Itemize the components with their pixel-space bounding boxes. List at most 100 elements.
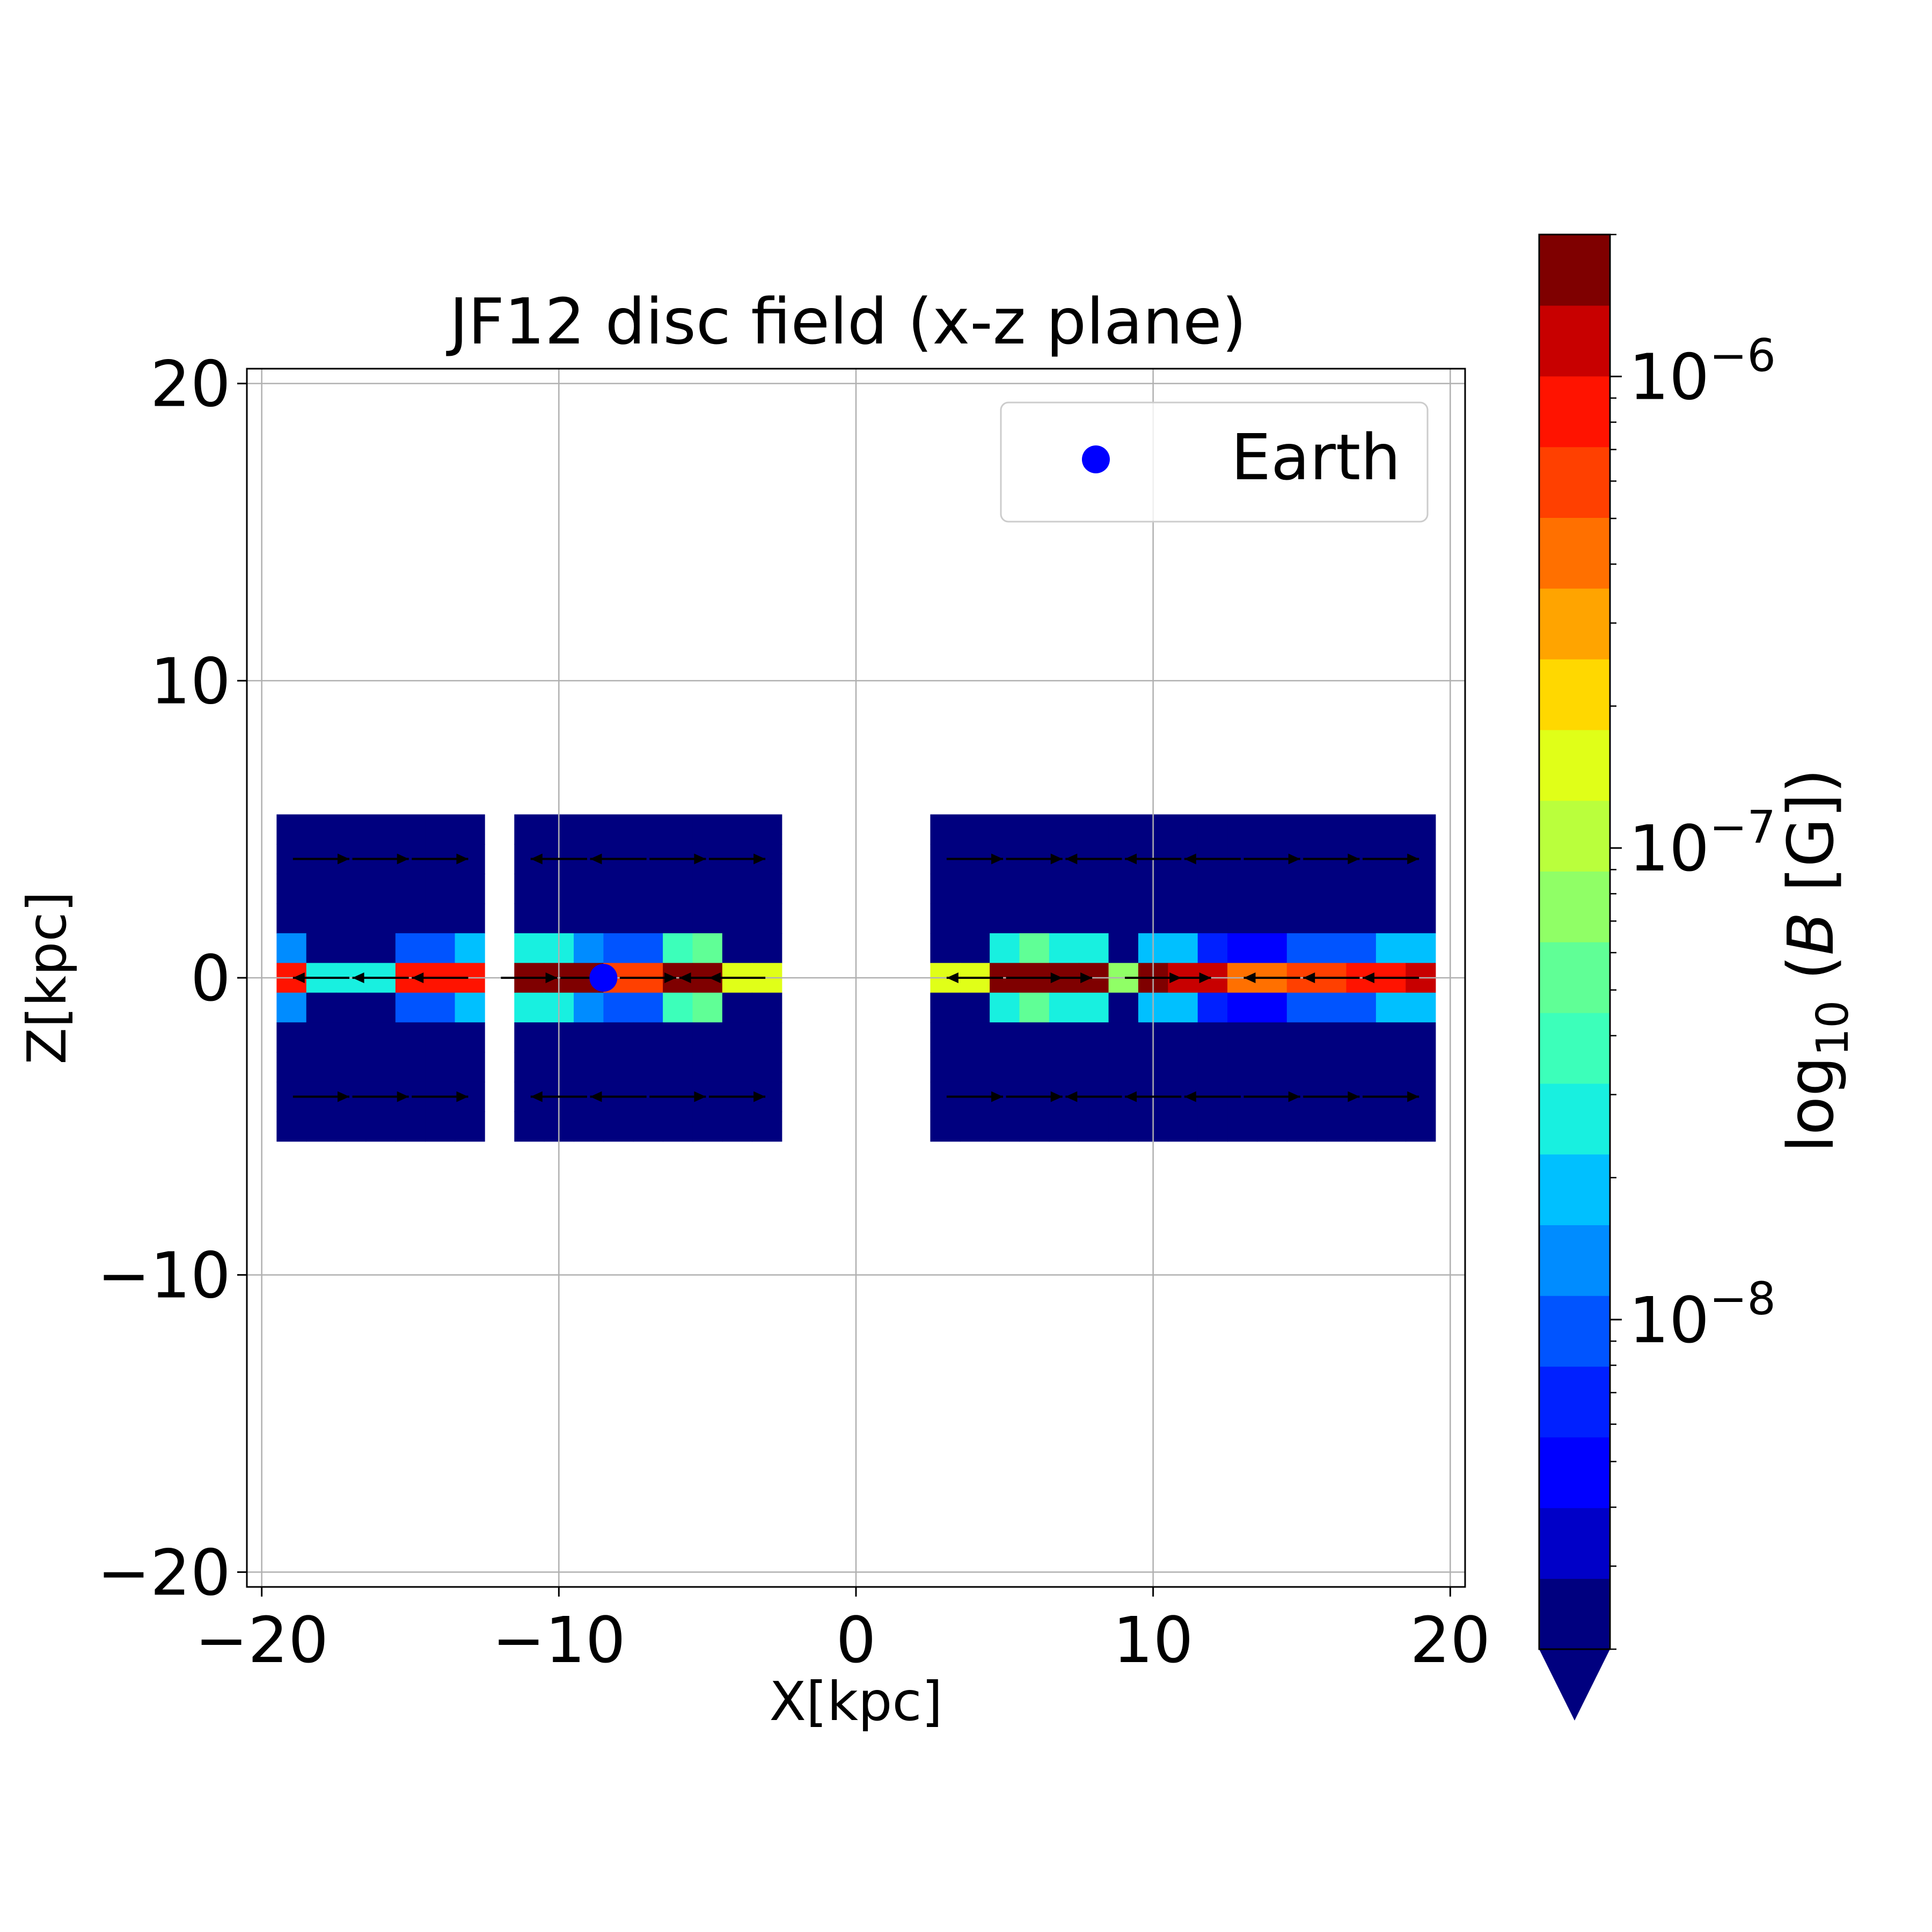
heatmap-cell	[1346, 874, 1377, 904]
y-tick-label: 0	[191, 941, 231, 1015]
field-arrow-head	[545, 972, 558, 983]
heatmap-cell	[752, 874, 782, 904]
heatmap-cell	[603, 903, 634, 934]
heatmap-cell	[1406, 1052, 1436, 1082]
heatmap-cell	[1375, 1111, 1407, 1142]
field-arrow-head	[694, 1091, 706, 1102]
heatmap-cell	[336, 1052, 367, 1082]
colorbar-tick-label: 10−7	[1629, 801, 1776, 885]
heatmap-cell	[1286, 1111, 1317, 1142]
field-arrow-head	[1348, 853, 1360, 865]
heatmap-cell	[633, 1022, 663, 1053]
heatmap-cell	[603, 1052, 634, 1082]
heatmap-cell	[1197, 1022, 1228, 1053]
heatmap-cell	[425, 992, 456, 1023]
heatmap-cell	[1406, 933, 1436, 964]
colorbar-label-close: [G])	[1774, 769, 1848, 912]
heatmap-cell	[365, 1022, 396, 1053]
heatmap-cell	[692, 992, 723, 1023]
field-arrow-head	[1348, 1091, 1360, 1102]
colorbar-ticks: 10−810−710−6	[1610, 233, 1776, 1650]
heatmap-cell	[395, 933, 426, 964]
heatmap-cell	[395, 1111, 426, 1142]
heatmap-cell	[455, 814, 485, 845]
heatmap-cell	[960, 992, 990, 1023]
colorbar-swatch	[1539, 305, 1610, 377]
heatmap-cell	[425, 1022, 456, 1053]
colorbar-swatch	[1539, 376, 1610, 448]
heatmap-cell	[752, 992, 782, 1023]
heatmap-cell	[365, 1111, 396, 1142]
heatmap-cell	[365, 933, 396, 964]
colorbar-swatch	[1539, 942, 1610, 1013]
heatmap-cell	[514, 1111, 545, 1142]
field-arrow-head	[1184, 853, 1196, 865]
colorbar: 10−810−710−6 log10 (B [G])	[1538, 233, 1858, 1721]
colorbar-swatch	[1539, 658, 1610, 730]
heatmap-cell	[1197, 992, 1228, 1023]
x-tick-label: 10	[1113, 1603, 1194, 1677]
heatmap-cell	[1168, 1111, 1198, 1142]
heatmap-cell	[1227, 814, 1258, 845]
heatmap-cell	[1079, 903, 1109, 934]
heatmap-cell	[633, 933, 663, 964]
heatmap-cell	[1108, 1052, 1139, 1082]
heatmap-cell	[692, 903, 723, 934]
heatmap-cell	[1316, 814, 1347, 845]
colorbar-tick-base: 10	[1629, 811, 1709, 885]
field-arrow-head	[1243, 972, 1256, 983]
heatmap-cell	[336, 874, 367, 904]
heatmap-cell	[455, 933, 485, 964]
heatmap-cell	[1019, 1052, 1050, 1082]
colorbar-swatch	[1539, 588, 1610, 660]
heatmap-cell	[365, 903, 396, 934]
field-arrow-head	[664, 972, 677, 983]
heatmap-cell	[1168, 1022, 1198, 1053]
legend: Earth	[1000, 401, 1429, 523]
earth-marker	[589, 964, 618, 992]
field-arrow-head	[1288, 1091, 1300, 1102]
field-arrow-head	[590, 1091, 602, 1102]
heatmap-cell	[930, 933, 961, 964]
colorbar-swatch	[1539, 1366, 1610, 1438]
y-axis: −20 −10 0 10 20	[97, 347, 247, 1609]
field-arrow-head	[456, 1091, 469, 1102]
heatmap-cell	[1168, 1052, 1198, 1082]
field-arrow-head	[1288, 853, 1300, 865]
heatmap-cell	[692, 814, 723, 845]
heatmap-cell	[722, 814, 753, 845]
heatmap-cell	[336, 933, 367, 964]
heatmap-cell	[1286, 1022, 1317, 1053]
heatmap-cell	[663, 903, 693, 934]
heatmap-cell	[1316, 1111, 1347, 1142]
heatmap-cell	[1375, 1052, 1407, 1082]
heatmap-cell	[425, 874, 456, 904]
heatmap-cell	[514, 1052, 545, 1082]
heatmap-cell	[1079, 992, 1109, 1023]
heatmap-cell	[633, 814, 663, 845]
heatmap-cell	[1197, 903, 1228, 934]
heatmap-cell	[1049, 814, 1080, 845]
heatmap-cell	[1257, 933, 1287, 964]
heatmap-cell	[514, 1022, 545, 1053]
y-tick-label: 20	[150, 347, 231, 421]
heatmap-cell	[574, 874, 604, 904]
heatmap-cell	[1108, 814, 1139, 845]
heatmap-cell	[306, 992, 336, 1023]
heatmap-cell	[663, 933, 693, 964]
heatmap-cell	[990, 814, 1020, 845]
field-arrow-head	[530, 1091, 543, 1102]
colorbar-swatch	[1539, 235, 1610, 306]
y-axis-label: Z[kpc]	[16, 891, 78, 1065]
heatmap-cell	[1257, 1111, 1287, 1142]
heatmap-cell	[1108, 903, 1139, 934]
x-tick-label: −10	[492, 1603, 626, 1677]
heatmap-cell	[1049, 874, 1080, 904]
field-arrow-head	[1407, 1091, 1419, 1102]
heatmap-cell	[1079, 1052, 1109, 1082]
heatmap-cell	[1406, 874, 1436, 904]
heatmap-cell	[1316, 992, 1347, 1023]
field-arrow-head	[1362, 972, 1374, 983]
heatmap-cell	[574, 1052, 604, 1082]
